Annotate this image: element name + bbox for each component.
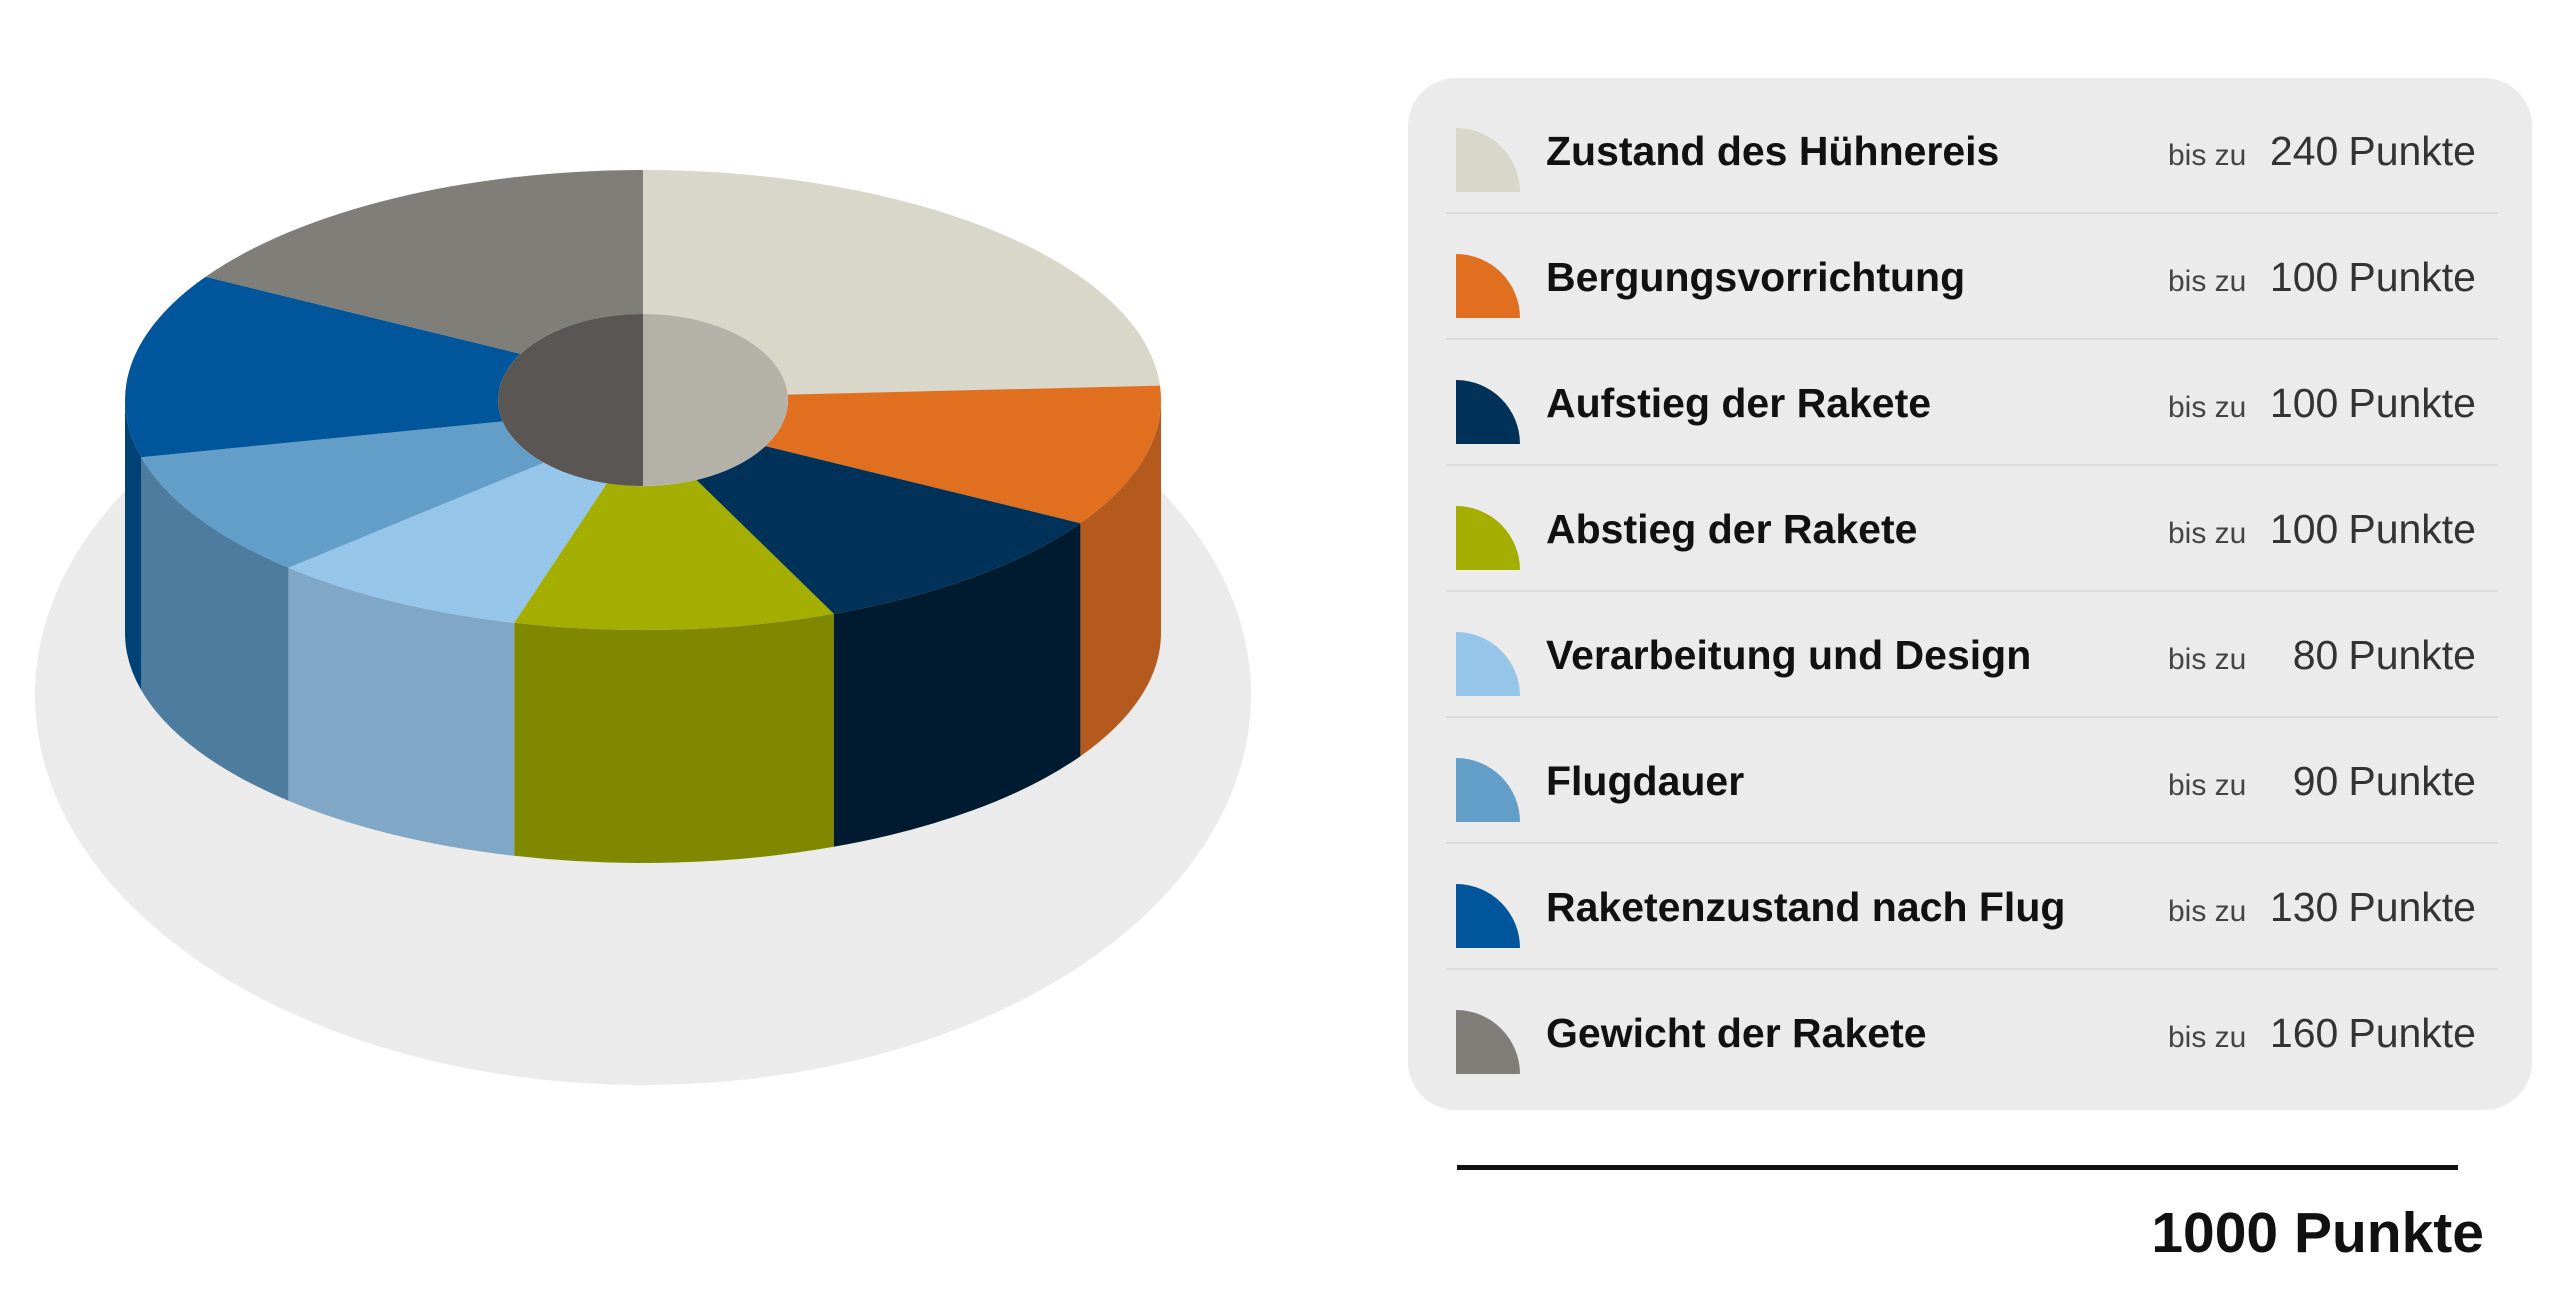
pie-slice-side [125,400,142,691]
legend-value: 90 [2292,758,2339,804]
legend-swatch-icon [1456,506,1520,570]
legend-points: bis zu 80 Punkte [2168,592,2476,718]
legend-prefix: bis zu [2167,1021,2247,1054]
legend-label: Aufstieg der Rakete [1546,380,1932,426]
legend-prefix: bis zu [2167,265,2247,298]
legend-divider [1446,968,2498,970]
legend-label: Verarbeitung und Design [1546,632,2032,678]
legend-value: 80 [2292,632,2339,678]
legend-swatch-icon [1456,254,1520,318]
pie-slice [288,462,607,623]
legend-unit: Punkte [2348,254,2476,300]
legend-points: bis zu 100 Punkte [2168,466,2476,592]
legend-swatch-icon [1456,128,1520,192]
legend-swatch-icon [1456,632,1520,696]
legend-divider [1446,716,2498,718]
legend-value: 100 [2269,380,2339,426]
pie-slice-side [141,457,289,801]
legend-unit: Punkte [2348,884,2476,930]
legend-unit: Punkte [2348,506,2476,552]
pie-slice [643,170,1160,395]
legend-item: Bergungsvorrichtung bis zu 100 Punkte [1446,214,2498,340]
legend-prefix: bis zu [2167,517,2247,550]
pie-slice [205,170,643,354]
legend-swatch-icon [1456,884,1520,948]
legend-unit: Punkte [2348,128,2476,174]
legend-item: Aufstieg der Rakete bis zu 100 Punkte [1446,340,2498,466]
legend-label: Zustand des Hühnereis [1546,128,2000,174]
legend-item: Zustand des Hühnereis bis zu 240 Punkte [1446,88,2498,214]
legend-item: Gewicht der Rakete bis zu 160 Punkte [1446,970,2498,1096]
pie-slice-side [514,613,834,863]
legend-points: bis zu 100 Punkte [2168,340,2476,466]
legend-label: Raketenzustand nach Flug [1546,884,2066,930]
legend-item: Raketenzustand nach Flug bis zu 130 Punkte [1446,844,2498,970]
pie-slice [696,446,1081,614]
legend-item: Verarbeitung und Design bis zu 80 Punkte [1446,592,2498,718]
legend-unit: Punkte [2348,758,2476,804]
legend-points: bis zu 240 Punkte [2168,88,2476,214]
legend-value: 130 [2269,884,2339,930]
legend-points: bis zu 90 Punkte [2168,718,2476,844]
legend-prefix: bis zu [2167,643,2247,676]
pie-chart [35,170,1251,1085]
legend-prefix: bis zu [2167,139,2247,172]
legend-label: Abstieg der Rakete [1546,506,1918,552]
legend-unit: Punkte [2348,632,2476,678]
legend-points: bis zu 160 Punkte [2168,970,2476,1096]
legend-prefix: bis zu [2167,895,2247,928]
legend-points: bis zu 130 Punkte [2168,844,2476,970]
legend-prefix: bis zu [2167,391,2247,424]
legend-label: Gewicht der Rakete [1546,1010,1927,1056]
legend-divider [1446,842,2498,844]
pie-slice [125,276,521,458]
legend-swatch-icon [1456,1010,1520,1074]
pie-slice-side [288,567,515,856]
total-divider [1457,1165,2458,1170]
legend-prefix: bis zu [2167,769,2247,802]
legend-label: Flugdauer [1546,758,1745,804]
legend-unit: Punkte [2348,1010,2476,1056]
pie-slice [765,385,1162,524]
legend-item: Flugdauer bis zu 90 Punkte [1446,718,2498,844]
legend-value: 240 [2269,128,2339,174]
legend-divider [1446,590,2498,592]
legend-divider [1446,464,2498,466]
legend-value: 100 [2269,254,2339,300]
legend-swatch-icon [1456,380,1520,444]
legend-points: bis zu 100 Punkte [2168,214,2476,340]
donut-hole-right [643,314,788,486]
donut-hole-left [498,314,643,486]
legend-value: 100 [2269,506,2339,552]
legend-divider [1446,338,2498,340]
legend-panel: Zustand des Hühnereis bis zu 240 Punkte Berg… [1408,78,2532,1110]
pie-slice-side [1080,400,1161,757]
legend-swatch-icon [1456,758,1520,822]
legend-value: 160 [2269,1010,2339,1056]
legend-divider [1446,212,2498,214]
pie-slice [141,421,544,568]
legend-label: Bergungsvorrichtung [1546,254,1966,300]
pie-slice-side [833,523,1081,847]
total-label: 1000 Punkte [2151,1201,2484,1265]
legend-item: Abstieg der Rakete bis zu 100 Punkte [1446,466,2498,592]
pie-slice [514,480,834,630]
legend-unit: Punkte [2348,380,2476,426]
pie-chart-svg [35,170,1251,1085]
